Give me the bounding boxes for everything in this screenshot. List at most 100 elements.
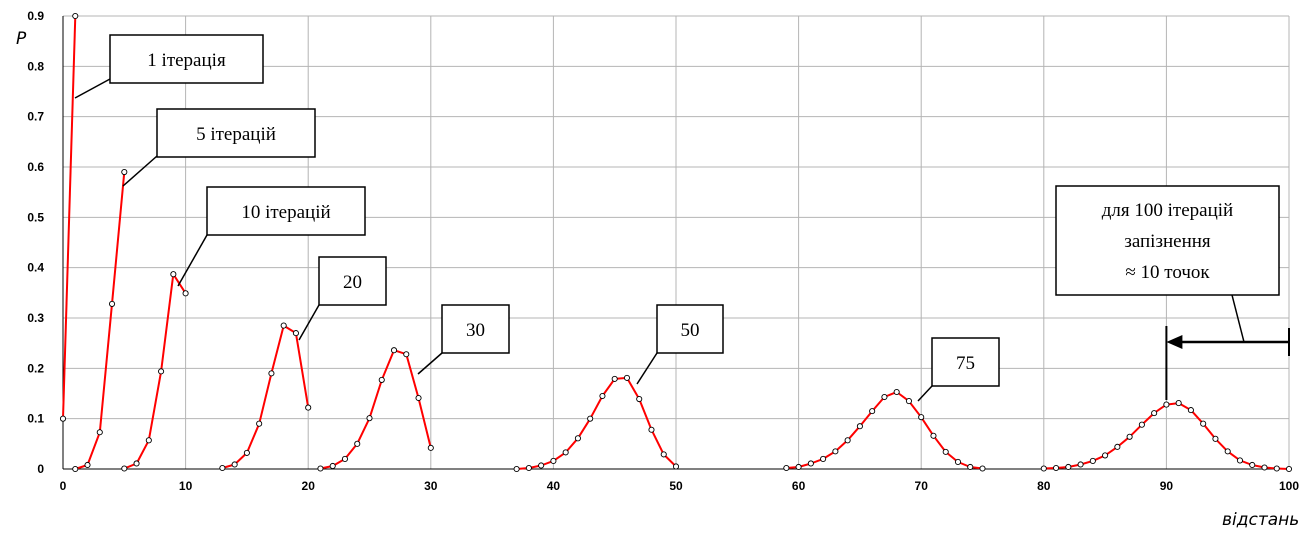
data-point — [378, 376, 385, 383]
data-point — [1151, 410, 1158, 417]
data-point — [366, 415, 373, 422]
data-point — [158, 368, 165, 375]
data-point — [954, 458, 962, 466]
data-point — [1126, 433, 1133, 440]
data-point — [305, 404, 312, 411]
data-point — [182, 290, 189, 297]
data-point — [329, 462, 336, 470]
data-point — [72, 12, 79, 20]
annotation-box — [156, 108, 316, 158]
y-tick-label: 0.2 — [27, 361, 44, 375]
annotation-box — [318, 256, 387, 306]
series-layer — [59, 12, 1293, 473]
data-point — [636, 395, 643, 403]
series-line-3 — [123, 273, 187, 470]
data-point — [807, 460, 814, 467]
annotation-leader-line — [1231, 294, 1245, 343]
data-point — [427, 444, 434, 451]
annotation-leader-line — [917, 385, 933, 402]
annotation-leader-line — [298, 304, 320, 341]
data-point — [1102, 452, 1109, 459]
delay-arrow-head — [1166, 335, 1183, 349]
annotation-label: 1 ітерація — [147, 50, 226, 71]
annotation-label: 10 ітерацій — [241, 202, 330, 223]
data-point — [1040, 465, 1047, 472]
data-point — [599, 392, 606, 400]
data-point — [1224, 448, 1231, 455]
data-point — [121, 168, 128, 176]
x-axis-label: відстань — [1222, 510, 1299, 530]
data-point — [525, 464, 532, 472]
annotation-label: запізнення — [1124, 231, 1211, 252]
data-point — [1163, 401, 1170, 408]
series-line-4 — [222, 324, 310, 469]
annotation-label: 20 — [343, 272, 362, 293]
data-point — [354, 440, 361, 447]
data-point — [1065, 463, 1072, 471]
data-point — [942, 448, 949, 455]
annotation-box — [109, 34, 264, 84]
data-point — [1212, 435, 1219, 442]
data-point — [133, 460, 140, 467]
data-point — [1114, 443, 1121, 450]
y-tick-label: 0.6 — [27, 160, 44, 174]
data-point — [1138, 421, 1145, 428]
data-point — [59, 415, 67, 422]
x-tick-label: 80 — [1037, 479, 1051, 493]
data-point — [881, 393, 888, 401]
data-point — [869, 408, 876, 415]
x-tick-label: 70 — [915, 479, 929, 493]
tick-labels: 0 10 20 30 40 50 60 70 80 90 100 0 0.1 0.2 0.3 0.4 0.5 0.… — [27, 9, 1299, 493]
x-tick-label: 30 — [424, 479, 438, 493]
annotation-label: для 100 ітерацій — [1102, 200, 1233, 221]
annotation-label: 30 — [466, 320, 485, 341]
data-point — [832, 448, 839, 455]
annotation-leader-line — [636, 352, 658, 385]
x-tick-label: 100 — [1279, 479, 1299, 493]
x-tick-label: 0 — [60, 479, 67, 493]
annotation-label: 75 — [956, 353, 975, 374]
x-tick-label: 60 — [792, 479, 806, 493]
data-point — [145, 437, 152, 444]
data-point — [967, 463, 974, 471]
data-point — [795, 463, 802, 471]
data-point — [317, 465, 324, 472]
data-point — [390, 347, 398, 354]
y-tick-label: 0 — [37, 462, 44, 476]
data-point — [243, 449, 250, 456]
data-point — [1200, 420, 1207, 427]
x-tick-label: 40 — [547, 479, 561, 493]
data-point — [574, 435, 581, 442]
data-point — [268, 370, 275, 377]
annotation-label: 5 ітерацій — [196, 124, 276, 145]
series-line-5 — [320, 349, 432, 470]
data-point — [820, 455, 827, 462]
annotation-leader-line — [74, 78, 111, 99]
data-point — [121, 465, 128, 472]
y-tick-label: 0.7 — [27, 110, 44, 124]
series-line-6 — [516, 376, 677, 470]
x-tick-label: 50 — [669, 479, 683, 493]
data-point — [84, 461, 91, 469]
annotations-layer: 1 ітерація 5 ітерацій 10 ітерацій 20 30 50 75 д… — [74, 34, 1290, 402]
series-line-7 — [786, 391, 983, 470]
data-point — [403, 351, 410, 358]
annotation-box — [206, 186, 366, 236]
y-tick-label: 0.1 — [27, 412, 44, 426]
annotation-leader-line — [417, 352, 443, 375]
y-tick-label: 0.9 — [27, 9, 44, 23]
data-point — [893, 388, 900, 396]
series-line-2 — [74, 171, 126, 470]
data-point — [623, 374, 631, 381]
annotation-box — [1055, 185, 1280, 296]
data-point — [844, 437, 851, 444]
data-point — [72, 465, 79, 473]
x-tick-label: 20 — [302, 479, 316, 493]
annotation-label: 50 — [681, 320, 700, 341]
y-tick-label: 0.5 — [27, 210, 44, 224]
data-point — [1261, 464, 1268, 471]
data-point — [1273, 465, 1280, 472]
data-point — [415, 394, 422, 402]
data-point — [1285, 465, 1293, 473]
